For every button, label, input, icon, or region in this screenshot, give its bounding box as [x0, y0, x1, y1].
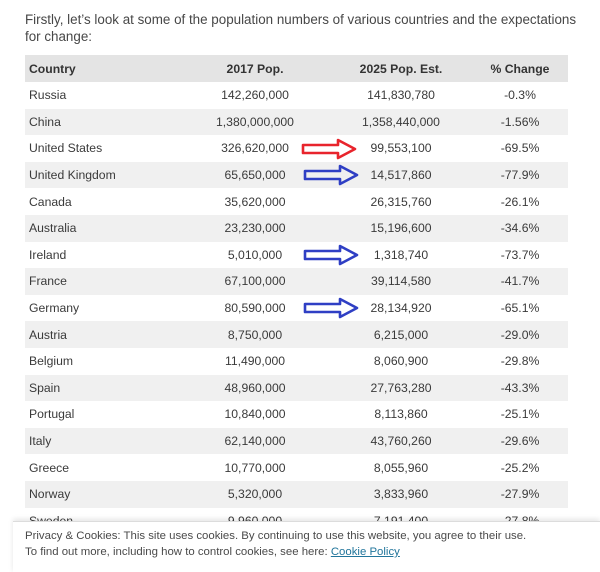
cell-percent-change: -41.7%: [472, 268, 568, 295]
cell-country: Norway: [25, 480, 180, 508]
cell-country: Austria: [25, 321, 180, 348]
table-row: Spain 48,960,000 27,763,280 -43.3%: [25, 374, 568, 402]
table-row: Portugal 10,840,000 8,113,860 -25.1%: [25, 401, 568, 428]
table-row: Belgium 11,490,000 8,060,900 -29.8%: [25, 347, 568, 375]
cell-2025-pop-est: 43,760,260: [330, 427, 472, 455]
column-header-2025-pop-est: 2025 Pop. Est.: [330, 55, 472, 82]
cell-country: Ireland: [25, 241, 180, 269]
cell-2017-pop: 142,260,000: [180, 82, 330, 109]
cell-2025-pop-est: 14,517,860: [330, 161, 472, 189]
cell-2017-pop: 5,320,000: [180, 480, 330, 508]
cell-percent-change: -27.9%: [472, 480, 568, 508]
cell-country: United States: [25, 135, 180, 162]
cell-2025-pop-est: 8,055,960: [330, 454, 472, 481]
table-row: United Kingdom 65,650,000 14,517,860 -77.9%: [25, 161, 568, 189]
cell-2017-pop: 48,960,000: [180, 374, 330, 402]
cookie-policy-prefix: To find out more, including how to contr…: [25, 546, 331, 558]
cell-percent-change: -73.7%: [472, 241, 568, 269]
table-row: Germany 80,590,000 28,134,920 -65.1%: [25, 294, 568, 322]
table-row: United States 326,620,000 99,553,100 -69.5%: [25, 135, 568, 162]
cell-2025-pop-est: 8,060,900: [330, 347, 472, 375]
table-row: Greece 10,770,000 8,055,960 -25.2%: [25, 454, 568, 481]
blue-arrow-shape: [303, 164, 359, 186]
cell-percent-change: -1.56%: [472, 108, 568, 136]
cookie-banner: Privacy & Cookies: This site uses cookie…: [13, 521, 600, 572]
cell-country: Greece: [25, 454, 180, 481]
cell-2017-pop: 11,490,000: [180, 347, 330, 375]
cell-country: Italy: [25, 427, 180, 455]
cell-percent-change: -29.6%: [472, 427, 568, 455]
blue-arrow-shape: [303, 297, 359, 319]
cell-percent-change: -29.8%: [472, 347, 568, 375]
table-row: Canada 35,620,000 26,315,760 -26.1%: [25, 188, 568, 215]
blue-arrow-icon: [302, 164, 360, 186]
cell-percent-change: -0.3%: [472, 82, 568, 109]
intro-paragraph: Firstly, let’s look at some of the popul…: [25, 12, 577, 44]
red-arrow-icon: [300, 138, 358, 160]
cookie-notice-text: Privacy & Cookies: This site uses cookie…: [25, 530, 527, 542]
cell-2017-pop: 35,620,000: [180, 188, 330, 215]
cell-2025-pop-est: 141,830,780: [330, 82, 472, 109]
cookie-policy-line: To find out more, including how to contr…: [25, 544, 400, 560]
cell-percent-change: -69.5%: [472, 135, 568, 162]
cell-2017-pop: 1,380,000,000: [180, 108, 330, 136]
cell-2017-pop: 23,230,000: [180, 214, 330, 242]
cookie-policy-link[interactable]: Cookie Policy: [330, 546, 400, 558]
cell-percent-change: -29.0%: [472, 321, 568, 348]
column-header-country: Country: [25, 55, 180, 82]
cell-country: China: [25, 108, 180, 136]
cell-country: Spain: [25, 374, 180, 402]
table-row: Norway 5,320,000 3,833,960 -27.9%: [25, 480, 568, 508]
cell-2025-pop-est: 15,196,600: [330, 214, 472, 242]
cell-2017-pop: 326,620,000: [180, 135, 330, 162]
table-body: Russia 142,260,000 141,830,780 -0.3% China 1,…: [25, 82, 568, 535]
cell-2017-pop: 62,140,000: [180, 427, 330, 455]
cell-2017-pop: 10,840,000: [180, 401, 330, 428]
cell-percent-change: -25.1%: [472, 401, 568, 428]
cell-country: Australia: [25, 214, 180, 242]
cell-2017-pop: 10,770,000: [180, 454, 330, 481]
cell-percent-change: -25.2%: [472, 454, 568, 481]
cell-2025-pop-est: 1,318,740: [330, 241, 472, 269]
cell-2017-pop: 67,100,000: [180, 268, 330, 295]
table-row: Italy 62,140,000 43,760,260 -29.6%: [25, 427, 568, 455]
column-header-percent-change: % Change: [472, 55, 568, 82]
cell-2025-pop-est: 27,763,280: [330, 374, 472, 402]
cell-percent-change: -77.9%: [472, 161, 568, 189]
table-header-row: Country 2017 Pop. 2025 Pop. Est. % Chang…: [25, 55, 568, 82]
cell-country: France: [25, 268, 180, 295]
table-row: France 67,100,000 39,114,580 -41.7%: [25, 268, 568, 295]
cell-2025-pop-est: 26,315,760: [330, 188, 472, 215]
column-header-2017-pop: 2017 Pop.: [180, 55, 330, 82]
table-row: Australia 23,230,000 15,196,600 -34.6%: [25, 214, 568, 242]
blue-arrow-icon: [302, 297, 360, 319]
blue-arrow-shape: [303, 244, 359, 266]
table-row: China 1,380,000,000 1,358,440,000 -1.56%: [25, 108, 568, 136]
cell-percent-change: -65.1%: [472, 294, 568, 322]
cell-country: Belgium: [25, 347, 180, 375]
cell-percent-change: -34.6%: [472, 214, 568, 242]
table-row: Austria 8,750,000 6,215,000 -29.0%: [25, 321, 568, 348]
cell-country: Russia: [25, 82, 180, 109]
cell-country: Germany: [25, 294, 180, 322]
cell-2025-pop-est: 39,114,580: [330, 268, 472, 295]
red-arrow-shape: [301, 138, 357, 160]
table-row: Russia 142,260,000 141,830,780 -0.3%: [25, 82, 568, 109]
cell-2025-pop-est: 28,134,920: [330, 294, 472, 322]
cell-percent-change: -43.3%: [472, 374, 568, 402]
blue-arrow-icon: [302, 244, 360, 266]
cell-country: Portugal: [25, 401, 180, 428]
cell-2017-pop: 8,750,000: [180, 321, 330, 348]
cell-2025-pop-est: 1,358,440,000: [330, 108, 472, 136]
table-row: Ireland 5,010,000 1,318,740 -73.7%: [25, 241, 568, 269]
cell-2025-pop-est: 8,113,860: [330, 401, 472, 428]
cell-country: United Kingdom: [25, 161, 180, 189]
cell-2025-pop-est: 6,215,000: [330, 321, 472, 348]
cell-country: Canada: [25, 188, 180, 215]
cell-percent-change: -26.1%: [472, 188, 568, 215]
cell-2025-pop-est: 3,833,960: [330, 480, 472, 508]
population-table: Country 2017 Pop. 2025 Pop. Est. % Chang…: [25, 55, 568, 535]
